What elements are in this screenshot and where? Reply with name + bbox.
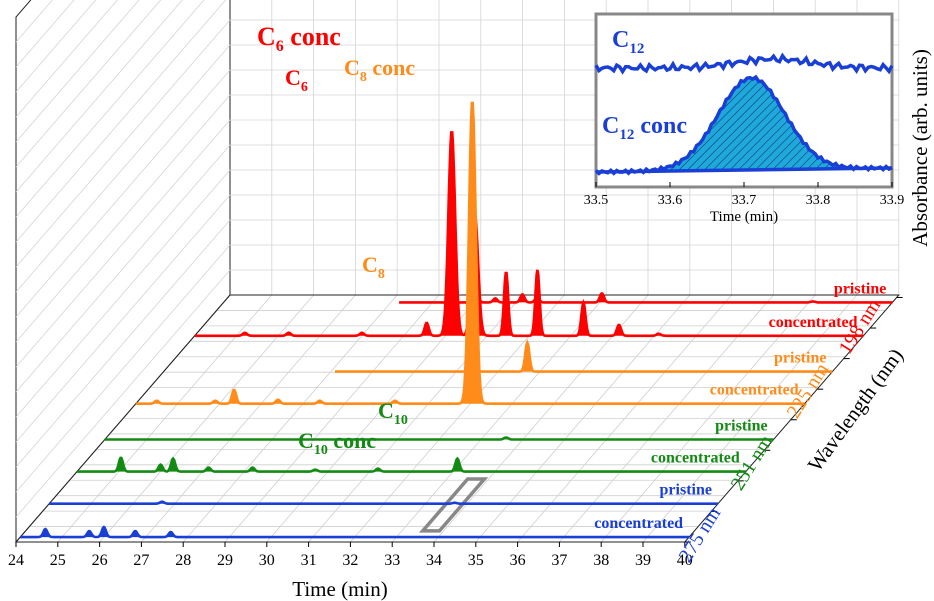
left-grid-line <box>15 169 231 418</box>
inset-label-tail: conc <box>634 113 687 139</box>
annotation-subscript: 8 <box>378 267 385 282</box>
x-tick-label: 33 <box>384 552 400 569</box>
x-tick-label: 28 <box>175 552 191 569</box>
x-tick-label: 37 <box>551 552 567 569</box>
x-tick-label: 29 <box>217 552 233 569</box>
annotation-base: C <box>378 398 394 423</box>
trace-line-251-pristine <box>104 436 774 441</box>
x-tick-label: 24 <box>8 552 24 569</box>
left-grid-line <box>15 94 231 343</box>
left-grid-line <box>15 19 231 268</box>
annotation-base: C <box>298 428 314 453</box>
inset-x-tick-label: 33.7 <box>732 193 757 208</box>
left-grid-line <box>15 194 231 443</box>
x-tick-label: 34 <box>426 552 442 569</box>
left-grid-line <box>15 0 118 118</box>
inset-x-tick-label: 33.6 <box>658 193 683 208</box>
zoom-region-marker <box>418 477 489 533</box>
peak-annotation: C8 <box>362 252 385 282</box>
x-tick-label: 26 <box>92 552 108 569</box>
left-grid-line <box>15 0 227 243</box>
left-grid-line <box>15 69 231 318</box>
inset-trace-c12 <box>594 52 894 75</box>
left-grid-line <box>15 0 75 68</box>
left-grid-line <box>15 0 205 218</box>
trace-line-251-concentrated <box>77 456 746 473</box>
peak-annotation: C10 conc <box>298 428 376 458</box>
trace-area-225-concentrated <box>135 103 805 404</box>
x-tick-label: 40 <box>677 552 693 569</box>
annotation-subscript: 6 <box>301 80 308 95</box>
floor-frame <box>14 294 900 543</box>
annotation-tail: conc <box>284 22 341 51</box>
inset-label-base: C <box>602 113 619 139</box>
series-label: pristine <box>834 280 886 297</box>
peak-annotation: C8 conc <box>344 55 415 85</box>
inset-x-axis-label: Time (min) <box>710 209 778 225</box>
left-grid-line <box>15 144 231 393</box>
inset-label-base: C <box>612 27 629 53</box>
trace-line-225-pristine <box>335 338 833 373</box>
left-grid-line <box>15 244 231 493</box>
annotation-subscript: 10 <box>394 413 408 428</box>
series-label: pristine <box>774 350 826 367</box>
series-label: pristine <box>715 417 767 434</box>
x-tick-label: 39 <box>635 552 651 569</box>
left-grid-line <box>15 44 231 293</box>
y-axis-label: Absorbance (arb. units) <box>908 49 932 247</box>
annotation-tail: conc <box>328 428 377 453</box>
inset-label-sub: 12 <box>629 41 644 57</box>
trace-line-275-concentrated <box>20 525 690 539</box>
inset-baseline <box>595 166 893 174</box>
trace-line-198-concentrated <box>194 131 864 338</box>
x-tick-label: 27 <box>133 552 149 569</box>
series-label: pristine <box>660 482 712 499</box>
annotation-subscript: 8 <box>360 70 367 85</box>
peak-annotation: C6 <box>285 65 308 95</box>
peak-annotation: C6 conc <box>257 22 341 55</box>
series-label: concentrated <box>594 515 683 532</box>
x-tick-label: 30 <box>259 552 275 569</box>
annotation-subscript: 10 <box>314 443 328 458</box>
x-tick-label: 32 <box>342 552 358 569</box>
inset-series-label: C12 <box>612 27 644 57</box>
x-tick-label: 25 <box>50 552 66 569</box>
left-grid-line <box>15 119 231 368</box>
inset-area-c12-conc <box>596 77 892 174</box>
x-tick-label: 35 <box>468 552 484 569</box>
wavelength-label: 275 nm <box>675 503 726 566</box>
annotation-base: C <box>362 252 378 277</box>
inset-x-tick-label: 33.8 <box>806 193 831 208</box>
annotation-base: C <box>344 55 360 80</box>
inset-series-label: C12 conc <box>602 113 687 143</box>
trace-line-225-concentrated <box>135 101 805 406</box>
series-label: concentrated <box>769 314 858 331</box>
annotation-base: C <box>285 65 301 90</box>
peak-annotation: C10 <box>378 398 408 428</box>
series-label: concentrated <box>710 382 799 399</box>
annotation-tail: conc <box>367 55 416 80</box>
x-axis-label: Time (min) <box>292 577 387 601</box>
trace-area-275-concentrated <box>20 527 690 538</box>
inset-label-sub: 12 <box>619 127 634 143</box>
left-grid-line <box>15 0 183 193</box>
chart-traces <box>20 101 893 539</box>
x-tick-label: 38 <box>593 552 609 569</box>
left-grid-line <box>15 0 97 93</box>
left-grid-line <box>15 0 162 168</box>
series-label: concentrated <box>651 450 740 467</box>
x-tick-label: 31 <box>301 552 317 569</box>
annotation-subscript: 6 <box>276 38 284 55</box>
left-grid-line <box>15 0 53 43</box>
inset-x-tick-label: 33.9 <box>880 193 905 208</box>
x-tick-label: 36 <box>510 552 526 569</box>
left-grid-line <box>15 269 231 518</box>
left-grid-line <box>15 219 231 468</box>
left-grid-line <box>15 0 140 143</box>
annotation-base: C <box>257 22 276 51</box>
inset-x-tick-label: 33.5 <box>584 193 609 208</box>
trace-line-275-pristine <box>49 500 718 506</box>
